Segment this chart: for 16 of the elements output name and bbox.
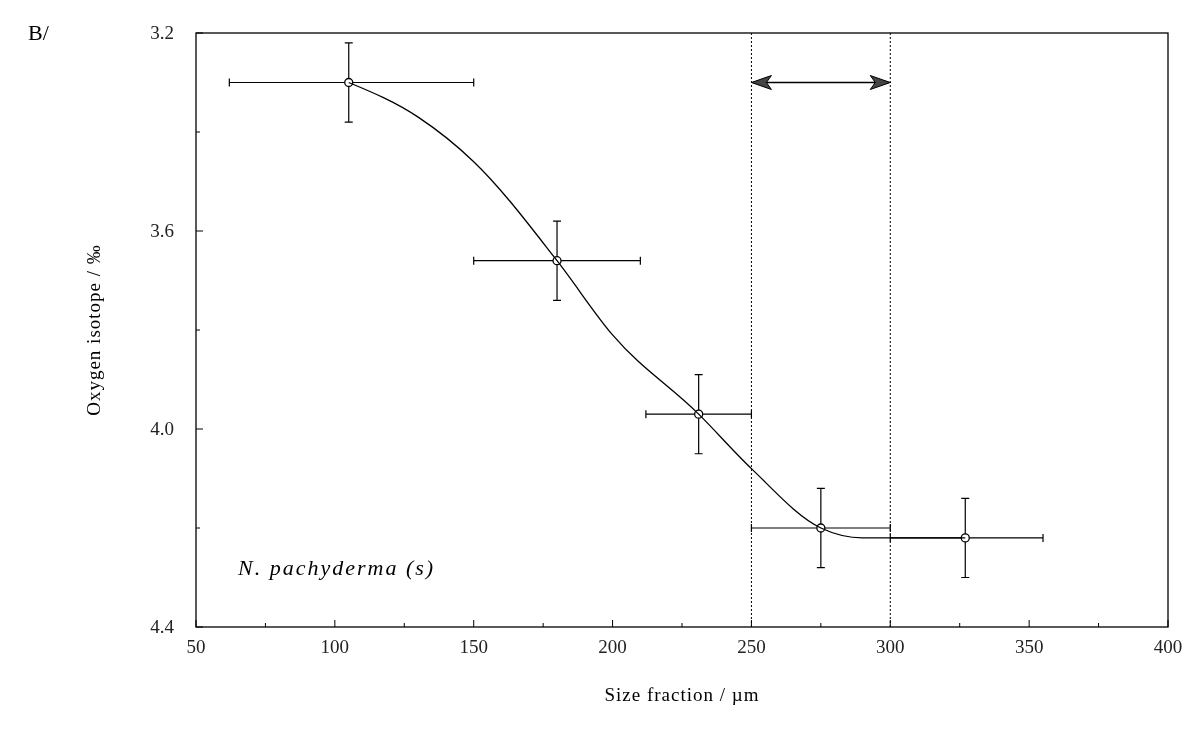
annotation: N. pachyderma (s) <box>237 555 436 580</box>
y-tick-label: 3.6 <box>150 220 174 241</box>
y-tick-label: 4.4 <box>150 616 175 637</box>
x-tick-label: 400 <box>1153 636 1183 657</box>
x-tick-label: 250 <box>737 636 766 657</box>
y-tick-label: 4.0 <box>150 418 174 439</box>
x-tick-label: 100 <box>320 636 350 657</box>
y-tick-label: 3.2 <box>150 22 174 43</box>
x-tick-label: 350 <box>1014 636 1044 657</box>
x-tick-label: 150 <box>459 636 488 657</box>
text: B/ <box>28 20 50 45</box>
y-axis-title: Oxygen isotope / ‰ <box>83 244 104 416</box>
x-axis-title: Size fraction / µm <box>604 684 760 705</box>
x-tick-label: 300 <box>876 636 905 657</box>
x-tick-label: 50 <box>186 636 206 657</box>
x-tick-label: 200 <box>598 636 627 657</box>
